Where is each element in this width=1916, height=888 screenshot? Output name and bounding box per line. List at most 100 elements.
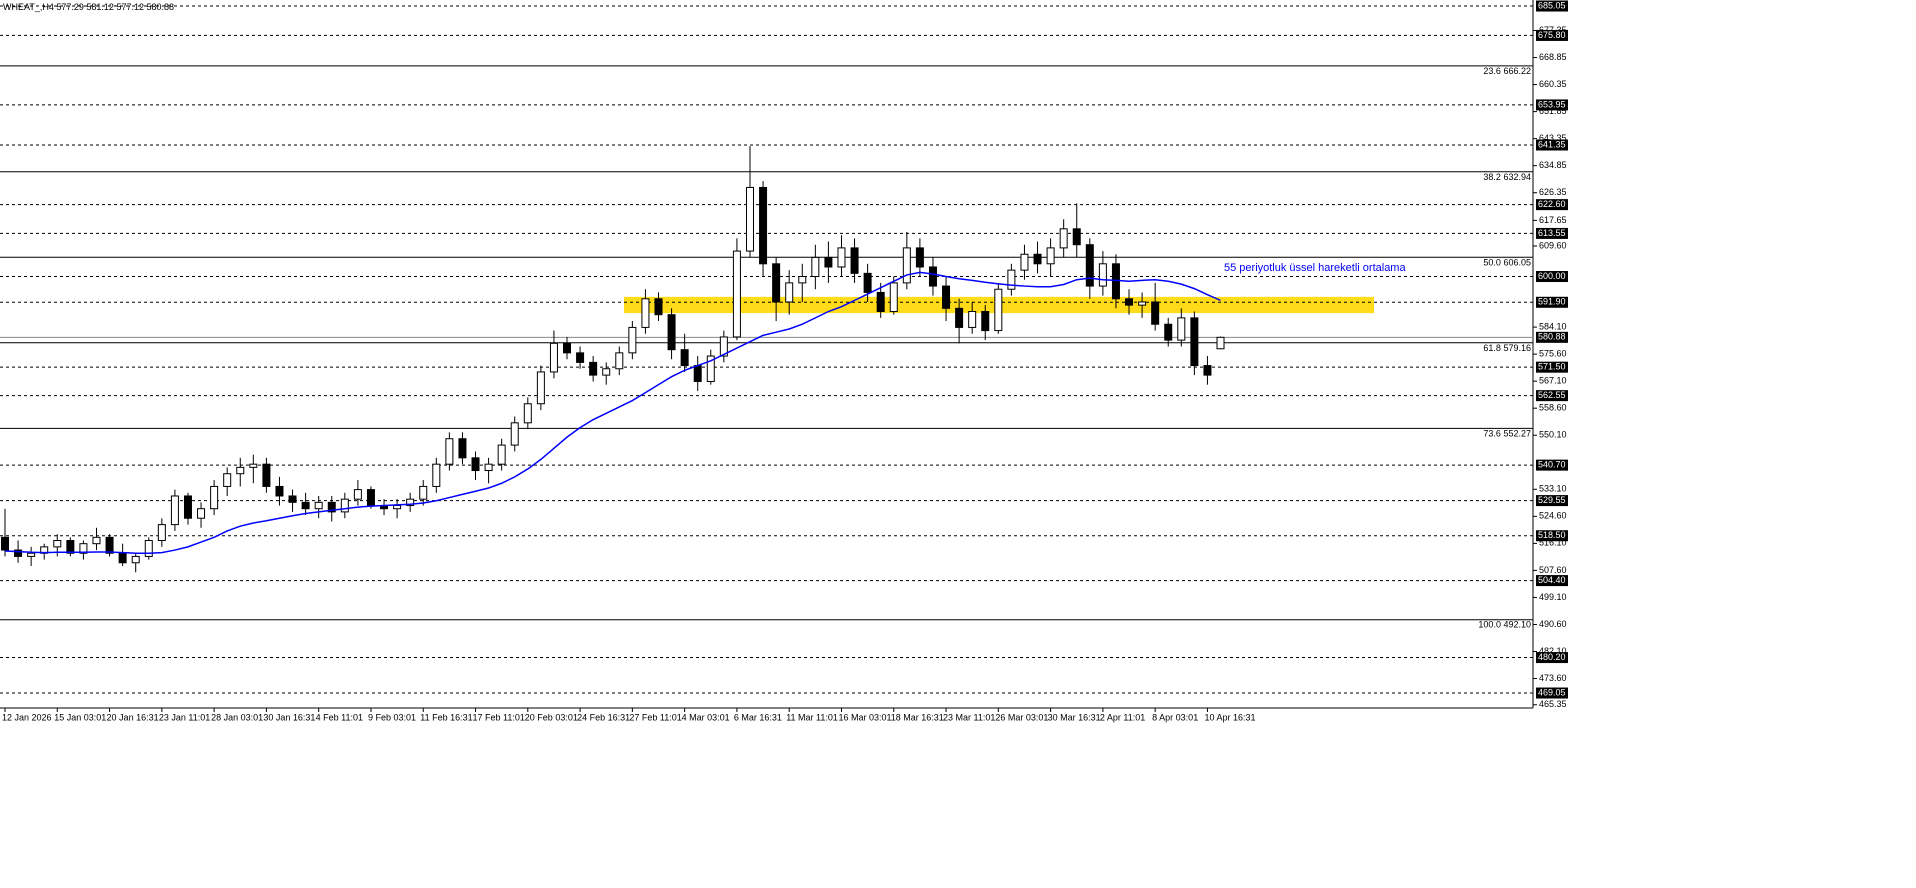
y-tick-label: 567.10 xyxy=(1539,376,1567,386)
level-label: 571.50 xyxy=(1538,362,1566,372)
level-label: 480.20 xyxy=(1538,652,1566,662)
fib-value: 492.10 xyxy=(1503,620,1531,630)
fib-label: 23.6 666.22 xyxy=(1483,66,1531,76)
fib-value: 579.16 xyxy=(1503,343,1531,353)
level-label: 622.60 xyxy=(1538,199,1566,209)
current-price-box xyxy=(1536,331,1568,343)
candle-body xyxy=(1007,269,1016,290)
candle-body xyxy=(419,485,428,500)
candle-body xyxy=(79,543,88,554)
candle-body xyxy=(942,285,951,309)
x-tick-label: 28 Jan 03:01 xyxy=(211,712,263,722)
candle-body xyxy=(236,466,245,475)
candle-body xyxy=(275,485,284,497)
candle-body xyxy=(471,457,480,472)
candle-body xyxy=(353,489,362,500)
candle-body xyxy=(745,186,754,252)
candle-body xyxy=(197,508,206,519)
fib-level: 100.0 xyxy=(1478,620,1501,630)
header-low: 577.12 xyxy=(116,2,144,12)
level-label: 540.70 xyxy=(1538,460,1566,470)
fib-label: 100.0 492.10 xyxy=(1478,620,1531,630)
candle-body xyxy=(445,438,454,465)
level-label-box xyxy=(1536,361,1568,373)
level-label: 600.00 xyxy=(1538,271,1566,281)
y-tick-label: 499.10 xyxy=(1539,592,1567,602)
y-tick-label: 516.10 xyxy=(1539,538,1567,548)
ema-line xyxy=(4,271,1221,554)
candle-body xyxy=(27,552,36,557)
candle-body xyxy=(131,555,140,564)
level-label-box xyxy=(1536,139,1568,151)
fib-value: 552.27 xyxy=(1503,429,1531,439)
candle-body xyxy=(589,361,598,376)
x-tick-label: 11 Mar 11:01 xyxy=(786,712,838,722)
y-tick-label: 575.60 xyxy=(1539,349,1567,359)
x-tick-label: 27 Feb 11:01 xyxy=(629,712,681,722)
y-tick-label: 524.60 xyxy=(1539,511,1567,521)
candle-body xyxy=(641,298,650,328)
candle-body xyxy=(876,291,885,313)
fib-value: 606.05 xyxy=(1503,258,1531,268)
candle-body xyxy=(249,463,258,468)
y-tick-label: 550.10 xyxy=(1539,430,1567,440)
chart-header: WHEAT_,H4 577.29 581.12 577.12 580.88 xyxy=(3,2,174,12)
x-tick-label: 12 Jan 2026 xyxy=(2,712,52,722)
header-open: 577.29 xyxy=(56,2,84,12)
y-tick-label: 634.85 xyxy=(1539,160,1567,170)
candle-body xyxy=(170,495,179,526)
y-tick-label: 473.60 xyxy=(1539,673,1567,683)
candle-body xyxy=(680,349,689,367)
x-tick-label: 26 Mar 03:01 xyxy=(995,712,1048,722)
candle-body xyxy=(327,501,336,513)
candle-body xyxy=(719,336,728,357)
candle-body xyxy=(510,422,519,446)
candle-body xyxy=(576,352,585,363)
candle-body xyxy=(66,540,75,554)
fib-value: 666.22 xyxy=(1503,66,1531,76)
level-label-box xyxy=(1536,652,1568,664)
y-tick-label: 660.35 xyxy=(1539,79,1567,89)
level-label-box xyxy=(1536,227,1568,239)
candle-body xyxy=(1046,247,1055,265)
candle-body xyxy=(1020,253,1029,271)
level-label: 613.55 xyxy=(1538,228,1566,238)
candle-body xyxy=(1059,228,1068,249)
x-tick-label: 17 Feb 11:01 xyxy=(473,712,525,722)
x-tick-label: 30 Jan 16:31 xyxy=(263,712,315,722)
candle-body xyxy=(615,352,624,370)
candle-body xyxy=(628,326,637,354)
candle-body xyxy=(994,288,1003,332)
level-label-box xyxy=(1536,296,1568,308)
candle-body xyxy=(393,505,402,510)
current-price-label: 580.88 xyxy=(1538,332,1566,342)
candle-body xyxy=(183,495,192,519)
fib-value: 632.94 xyxy=(1503,172,1531,182)
fib-label: 38.2 632.94 xyxy=(1483,172,1531,182)
level-label-box xyxy=(1536,271,1568,283)
candle-body xyxy=(798,276,807,284)
level-label-box xyxy=(1536,29,1568,41)
x-tick-label: 10 Apr 16:31 xyxy=(1204,712,1255,722)
candle-body xyxy=(955,307,964,328)
x-tick-label: 18 Mar 16:31 xyxy=(891,712,944,722)
candle-body xyxy=(1072,228,1081,246)
candle-body xyxy=(1164,323,1173,341)
level-label-box xyxy=(1536,99,1568,111)
x-tick-label: 23 Jan 11:01 xyxy=(159,712,210,722)
candle-body xyxy=(301,501,310,510)
y-tick-label: 507.60 xyxy=(1539,565,1567,575)
candle-body xyxy=(1203,365,1212,376)
candle-body xyxy=(262,463,271,487)
level-label: 653.95 xyxy=(1538,99,1566,109)
candle-body xyxy=(1033,253,1042,265)
candle-body xyxy=(1,536,9,551)
candle-body xyxy=(981,311,990,332)
fib-label: 50.0 606.05 xyxy=(1483,258,1531,268)
candle-body xyxy=(536,371,545,405)
y-tick-label: 465.35 xyxy=(1539,699,1567,709)
candle-body xyxy=(563,342,572,354)
candle-body xyxy=(1098,263,1107,287)
